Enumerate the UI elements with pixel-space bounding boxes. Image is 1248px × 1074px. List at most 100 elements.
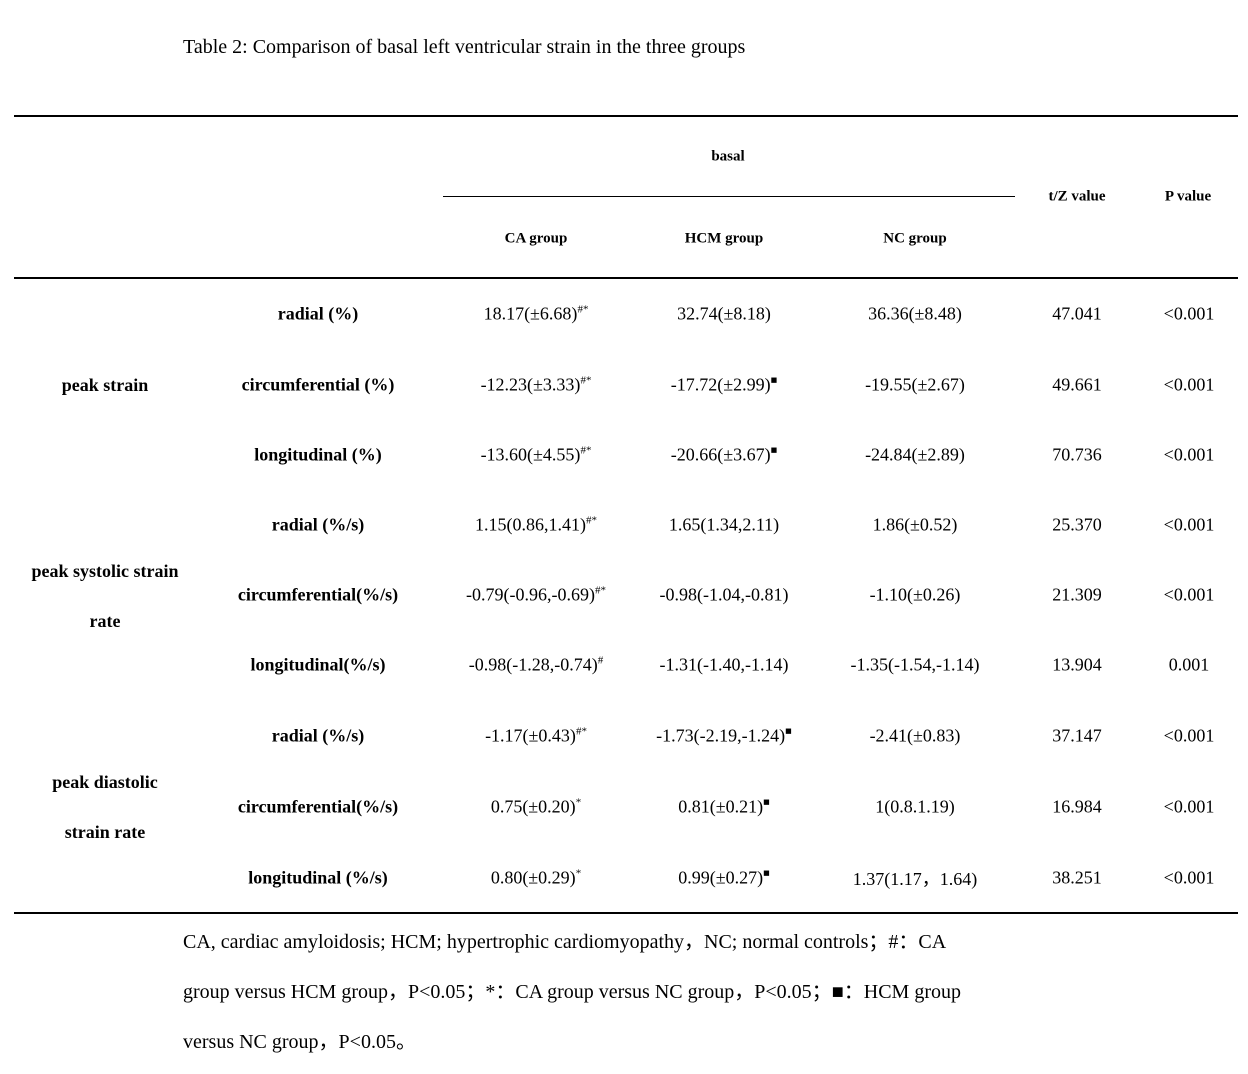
group-label-line: strain rate (64, 822, 146, 842)
hcm-group-cell-text: 0.81(±0.21) (678, 796, 764, 817)
tz-value-cell: 16.984 (1052, 797, 1102, 818)
ca-group-cell-text: -0.98(-1.28,-0.74) (468, 654, 598, 675)
hcm-group-cell-text: 32.74(±8.18) (677, 303, 771, 324)
ca-group-cell: 18.17(±6.68)#* (484, 304, 589, 325)
p-value-cell-text: <0.001 (1163, 444, 1215, 465)
tz-value-cell: 49.661 (1052, 375, 1102, 396)
nc-group-cell-text: -24.84(±2.89) (865, 444, 965, 465)
tz-value-cell: 38.251 (1052, 868, 1102, 889)
hcm-group-cell-text: 0.99(±0.27) (678, 867, 764, 888)
ca-group-header: CA group (504, 230, 568, 247)
group-label-line: peak systolic strain (31, 561, 179, 581)
metric-label: circumferential (%) (242, 375, 395, 396)
metric-label-text: longitudinal (%/s) (248, 867, 388, 888)
metric-label-text: radial (%/s) (271, 514, 365, 535)
nc-group-cell: -19.55(±2.67) (865, 375, 965, 396)
hcm-group-header: HCM group (684, 230, 764, 247)
p-value-cell: <0.001 (1164, 515, 1215, 536)
tz-value-cell-text: 13.904 (1052, 654, 1102, 675)
significance-mark: #* (586, 514, 597, 527)
hcm-group-cell: -0.98(-1.04,-0.81) (660, 585, 789, 606)
metric-label-text: longitudinal (%) (254, 444, 382, 465)
tz-value-cell: 21.309 (1052, 585, 1102, 606)
p-value-cell: 0.001 (1169, 655, 1210, 676)
significance-mark: #* (594, 584, 606, 597)
ca-group-cell: -12.23(±3.33)#* (481, 375, 592, 396)
p-value-header: P value (1164, 188, 1212, 205)
ca-group-cell-text: -0.79(-0.96,-0.69) (466, 584, 595, 605)
significance-mark: ■ (770, 374, 778, 387)
basal-span-header: basal (711, 148, 745, 165)
metric-label: longitudinal (%/s) (248, 868, 388, 889)
tz-value-cell: 25.370 (1052, 515, 1102, 536)
p-value-cell: <0.001 (1164, 445, 1215, 466)
nc-group-cell-text: -19.55(±2.67) (865, 374, 965, 395)
p-value-cell-text: 0.001 (1168, 654, 1210, 675)
group-label-peak-systolic-strain-rate: peak systolic strain rate (31, 546, 178, 646)
nc-group-cell-text: 1(0.8.1.19) (875, 796, 955, 817)
hcm-group-cell: -17.72(±2.99)■ (671, 375, 778, 396)
table-caption: Table 2: Comparison of basal left ventri… (183, 36, 746, 58)
p-value-cell: <0.001 (1164, 726, 1215, 747)
ca-group-cell-text: 0.80(±0.29) (490, 867, 576, 888)
significance-mark: ■ (770, 444, 778, 457)
ca-group-cell: -13.60(±4.55)#* (481, 445, 592, 466)
hcm-group-cell: -1.31(-1.40,-1.14) (660, 655, 789, 676)
group-label-line: rate (89, 611, 121, 631)
metric-label-text: circumferential(%/s) (237, 584, 399, 605)
nc-group-cell-text: -1.35(-1.54,-1.14) (850, 654, 980, 675)
header-rule (14, 277, 1238, 279)
tz-value-cell-text: 38.251 (1052, 867, 1102, 888)
ca-group-cell: -0.98(-1.28,-0.74)# (469, 655, 603, 676)
hcm-group-cell: 0.99(±0.27)■ (678, 868, 770, 889)
footnote: CA, cardiac amyloidosis; HCM; hypertroph… (183, 917, 1083, 1067)
hcm-group-cell: -1.73(-2.19,-1.24)■ (656, 726, 792, 747)
group-label-line: peak strain (61, 375, 149, 395)
hcm-group-cell: 32.74(±8.18) (677, 304, 771, 325)
significance-mark: # (597, 654, 604, 667)
ca-group-cell-text: 18.17(±6.68) (483, 303, 578, 324)
nc-group-cell-text: 1.86(±0.52) (872, 514, 958, 535)
hcm-group-cell: 0.81(±0.21)■ (678, 797, 770, 818)
nc-group-cell: -2.41(±0.83) (870, 726, 961, 747)
group-label-peak-strain: peak strain (62, 360, 149, 410)
tz-value-cell-text: 21.309 (1052, 584, 1102, 605)
ca-group-cell-text: 0.75(±0.20) (490, 796, 576, 817)
significance-mark: #* (580, 374, 592, 387)
hcm-group-cell-text: -20.66(±3.67) (670, 444, 771, 465)
significance-mark: ■ (785, 725, 792, 738)
hcm-group-cell: 1.65(1.34,2.11) (669, 515, 779, 536)
footnote-line: group versus HCM group，P<0.05；*：CA group… (183, 981, 961, 1003)
p-value-cell: <0.001 (1164, 868, 1215, 889)
significance-mark: * (575, 796, 582, 809)
nc-group-cell: -24.84(±2.89) (865, 445, 965, 466)
hcm-group-cell-text: -1.31(-1.40,-1.14) (659, 654, 789, 675)
p-value-cell-text: <0.001 (1163, 796, 1215, 817)
metric-label: radial (%/s) (272, 726, 365, 747)
ca-group-cell-text: 1.15(0.86,1.41) (475, 514, 586, 535)
hcm-group-cell-text: -17.72(±2.99) (670, 374, 771, 395)
metric-label-text: circumferential(%/s) (237, 796, 399, 817)
hcm-group-cell: -20.66(±3.67)■ (671, 445, 778, 466)
metric-label: radial (%) (278, 304, 359, 325)
significance-mark: #* (577, 303, 589, 316)
ca-group-cell: 0.80(±0.29)* (491, 868, 581, 889)
ca-group-cell: 1.15(0.86,1.41)#* (475, 515, 597, 536)
group-label-peak-diastolic-strain-rate: peak diastolic strain rate (52, 757, 158, 857)
ca-group-cell-text: -1.17(±0.43) (485, 725, 576, 746)
tz-value-cell: 47.041 (1052, 304, 1102, 325)
tz-value-header: t/Z value (1048, 188, 1106, 205)
metric-label: radial (%/s) (272, 515, 365, 536)
ca-group-cell-text: -13.60(±4.55) (480, 444, 581, 465)
significance-mark: * (575, 867, 582, 880)
metric-label-text: circumferential (%) (241, 374, 395, 395)
group-label-line: peak diastolic (52, 772, 158, 792)
significance-mark: ■ (763, 867, 770, 880)
tz-value-cell-text: 47.041 (1052, 303, 1102, 324)
footnote-line: CA, cardiac amyloidosis; HCM; hypertroph… (183, 931, 947, 953)
nc-group-cell: -1.35(-1.54,-1.14) (851, 655, 980, 676)
nc-group-cell-text: -2.41(±0.83) (869, 725, 961, 746)
tz-value-cell: 13.904 (1052, 655, 1102, 676)
basal-span-rule (443, 196, 1015, 197)
p-value-cell: <0.001 (1164, 797, 1215, 818)
